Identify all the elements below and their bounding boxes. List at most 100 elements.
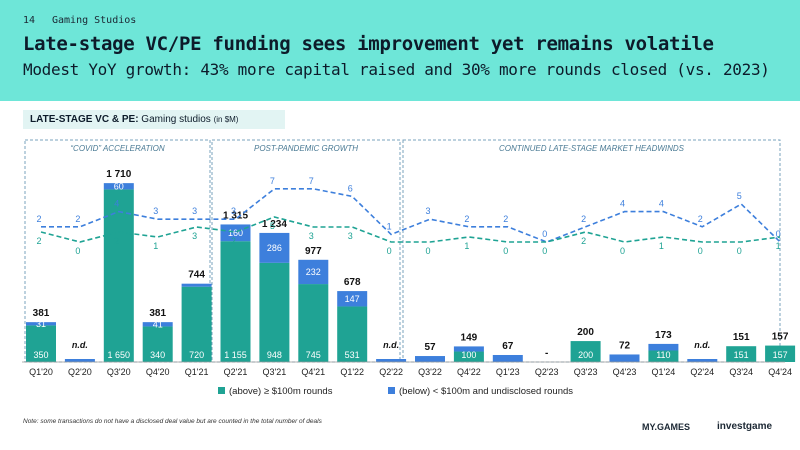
value-label-above: 948 <box>267 350 282 360</box>
total-label: 744 <box>188 270 205 281</box>
footnote: Note: some transactions do not have a di… <box>23 418 322 425</box>
total-label: 149 <box>461 332 478 343</box>
bar-above <box>259 262 290 362</box>
bar-above <box>765 345 796 362</box>
tick-label: Q4'24 <box>768 367 792 377</box>
rounds-above-line-label: 3 <box>309 231 314 241</box>
bar-above <box>298 284 329 362</box>
rounds-above-line-label: 0 <box>75 246 80 256</box>
rounds-above-line-label: 2 <box>231 236 236 246</box>
bar-below <box>609 354 640 362</box>
tick-label: Q4'22 <box>457 367 481 377</box>
tick-label: Q1'21 <box>185 367 209 377</box>
tick-label: Q1'24 <box>652 367 676 377</box>
tick-label: Q3'21 <box>263 367 287 377</box>
rounds-below-line-label: 7 <box>309 176 314 186</box>
rounds-below-line-label: 3 <box>153 206 158 216</box>
total-label: 157 <box>772 332 789 343</box>
tick-label: Q3'24 <box>729 367 753 377</box>
header-banner: 14 Gaming Studios Late-stage VC/PE fundi… <box>0 0 800 101</box>
total-label: 57 <box>424 342 436 353</box>
rounds-below-line-label: 4 <box>659 199 664 209</box>
legend-swatch-above <box>218 387 225 394</box>
bar-below <box>453 346 484 352</box>
tick-label: Q3'22 <box>418 367 442 377</box>
bar-below <box>26 322 56 326</box>
page-number: 14 <box>23 15 36 26</box>
bar-below <box>103 183 134 190</box>
page-title: Late-stage VC/PE funding sees improvemen… <box>23 33 714 55</box>
bar-below <box>220 224 251 242</box>
bar-below <box>181 283 212 287</box>
bar-above <box>220 241 251 362</box>
value-label-above: 720 <box>189 350 204 360</box>
total-label: 67 <box>502 341 514 352</box>
period-box <box>24 139 211 363</box>
rounds-below-line-label: 2 <box>698 214 703 224</box>
value-label-above: 350 <box>33 350 48 360</box>
legend-label-above: (above) ≥ $100m rounds <box>229 386 333 397</box>
section-name: Gaming Studios <box>52 15 137 26</box>
rounds-below-line-label: 4 <box>114 199 119 209</box>
bar-below <box>64 359 95 362</box>
rounds-below-line-label: 3 <box>192 206 197 216</box>
value-label-above: 340 <box>150 350 165 360</box>
total-label: n.d. <box>72 340 88 350</box>
tick-label: Q4'23 <box>613 367 637 377</box>
value-label-below: 60 <box>114 181 124 191</box>
tick-label: Q4'20 <box>146 367 170 377</box>
total-label: 72 <box>619 340 631 351</box>
bar-above <box>726 346 757 362</box>
rounds-above-line-label: 3 <box>348 231 353 241</box>
rounds-above-line-label: 1 <box>464 241 469 251</box>
investgame-logo: investgame <box>717 421 773 432</box>
tick-label: Q2'21 <box>224 367 248 377</box>
rounds-below-line-label: 4 <box>620 199 625 209</box>
bar-below <box>142 322 173 327</box>
legend-label-below: (below) < $100m and undisclosed rounds <box>399 386 573 397</box>
rounds-above-line-label: 0 <box>387 246 392 256</box>
chart-label-text: Gaming studios <box>138 114 214 125</box>
chart-label-unit: (in $M) <box>213 115 239 124</box>
value-label-below: 232 <box>306 267 321 277</box>
rounds-above-line-label: 2 <box>114 236 119 246</box>
rounds-above-line-label: 2 <box>36 236 41 246</box>
total-label: n.d. <box>694 340 710 350</box>
bar-below <box>492 354 523 362</box>
rounds-below-line-label: 6 <box>348 183 353 193</box>
bar-below <box>687 359 718 362</box>
bar-above <box>570 341 601 362</box>
rounds-above-line-label: 1 <box>659 241 664 251</box>
rounds-above-line-label: 0 <box>425 246 430 256</box>
bar-above <box>337 306 368 362</box>
rounds-above-line-label: 0 <box>620 246 625 256</box>
total-label: 151 <box>733 332 750 343</box>
chart-label: LATE-STAGE VC & PE: Gaming studios (in $… <box>23 110 285 129</box>
value-label-below: 147 <box>345 294 360 304</box>
tick-label: Q1'20 <box>29 367 53 377</box>
rounds-below-line-label: 2 <box>75 214 80 224</box>
rounds-below-line <box>41 188 781 243</box>
bar-above <box>142 326 173 362</box>
value-label-above: 200 <box>578 350 593 360</box>
value-label-below: 31 <box>36 319 46 329</box>
bar-above <box>453 351 484 362</box>
value-label-above: 1 650 <box>108 350 131 360</box>
bar-below <box>259 232 290 263</box>
rounds-above-line-label: 3 <box>192 231 197 241</box>
legend-swatch-below <box>388 387 395 394</box>
total-label: 381 <box>149 308 166 319</box>
value-label-above: 110 <box>656 350 670 360</box>
total-label: 1 710 <box>106 169 131 180</box>
rounds-below-line-label: 3 <box>231 206 236 216</box>
bar-above <box>26 325 56 362</box>
total-label: 200 <box>577 327 594 338</box>
rounds-below-line-label: 0 <box>542 229 547 239</box>
bar-below <box>337 291 368 307</box>
rounds-below-line-label: 2 <box>36 214 41 224</box>
total-label: 173 <box>655 330 672 341</box>
total-label: 678 <box>344 277 361 288</box>
bar-above <box>103 189 134 362</box>
rounds-above-line-label: 1 <box>776 241 781 251</box>
rounds-below-line-label: 2 <box>464 214 469 224</box>
